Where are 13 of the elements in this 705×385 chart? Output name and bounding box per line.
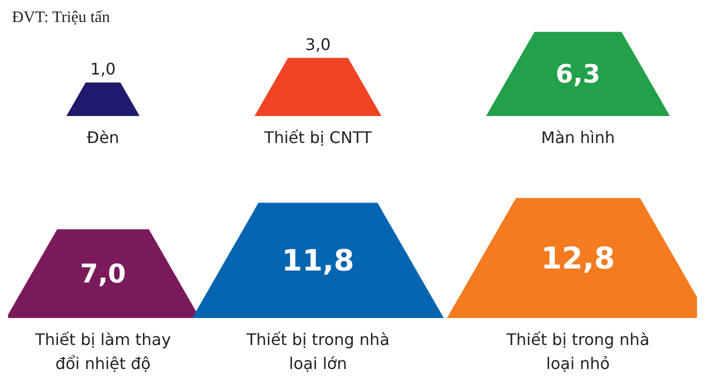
data-label: 11,8 bbox=[282, 244, 354, 278]
category-label: Thiết bị làm thay đổi nhiệt độ bbox=[34, 330, 171, 373]
text: ĐVT: Triệu tấn bbox=[12, 9, 110, 26]
data-label: 6,3 bbox=[556, 60, 600, 89]
data-label: 1,0 bbox=[90, 59, 116, 78]
category-label: Đèn bbox=[86, 128, 120, 147]
category-label: Thiết bị CNTT bbox=[263, 128, 372, 147]
data-label: 12,8 bbox=[540, 242, 616, 276]
category-label: Thiết bị trong nhà loại lớn bbox=[245, 330, 390, 373]
category-label: Màn hình bbox=[541, 128, 615, 147]
category-label: Thiết bị trong nhà loại nhỏ bbox=[505, 330, 650, 373]
data-label: 3,0 bbox=[305, 34, 331, 54]
data-label: 7,0 bbox=[80, 260, 126, 290]
